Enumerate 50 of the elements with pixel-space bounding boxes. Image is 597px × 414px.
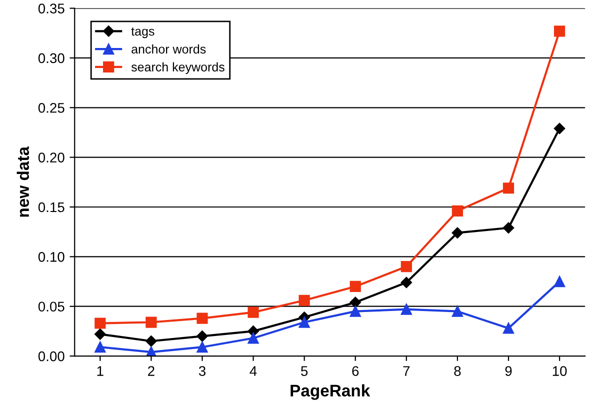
point: [350, 280, 361, 292]
point: [196, 342, 208, 353]
point: [400, 261, 412, 272]
x-tick-label: 1: [97, 366, 104, 376]
point: [554, 276, 566, 288]
point: [400, 304, 412, 315]
y-tick-label: 0.20: [38, 152, 64, 162]
legend-label: tags: [131, 27, 154, 38]
point: [502, 182, 514, 194]
y-tick-label: 0.15: [38, 202, 64, 212]
point: [196, 330, 208, 342]
x-axis-title: PageRank: [290, 384, 370, 400]
y-axis-title: new data: [16, 146, 30, 217]
point: [452, 227, 464, 238]
point: [452, 205, 464, 217]
point: [146, 336, 157, 347]
point: [196, 312, 208, 324]
point: [298, 294, 310, 306]
x-tick-label: 8: [454, 366, 461, 376]
y-tick-label: 0.35: [38, 4, 64, 14]
y-tick-label: 0.25: [38, 102, 64, 113]
point: [502, 222, 514, 234]
point: [94, 318, 106, 329]
point: [248, 306, 259, 318]
point: [94, 328, 106, 340]
x-tick-label: 10: [552, 366, 567, 376]
y-tick-label: 0.10: [38, 252, 64, 262]
x-tick-label: 9: [505, 366, 512, 376]
point: [248, 332, 259, 344]
point: [400, 276, 412, 288]
point: [298, 316, 310, 328]
point: [554, 122, 566, 134]
x-tick-label: 2: [148, 366, 154, 376]
x-tick-label: 5: [301, 366, 308, 376]
x-tick-label: 6: [352, 366, 359, 376]
point: [146, 316, 157, 328]
point: [350, 296, 361, 308]
point: [452, 306, 464, 317]
legend-label: anchor words: [132, 44, 206, 54]
point: [94, 342, 106, 353]
x-tick-label: 7: [403, 366, 410, 376]
x-tick-label: 3: [198, 366, 206, 376]
point: [350, 306, 361, 317]
y-tick-label: 0.30: [38, 53, 64, 64]
legend-label: search keywords: [131, 62, 224, 74]
y-tick-label: 0.05: [38, 302, 64, 312]
x-tick-label: 4: [250, 366, 257, 376]
point: [554, 26, 566, 37]
point: [502, 322, 514, 334]
y-tick-label: 0.00: [38, 351, 64, 362]
